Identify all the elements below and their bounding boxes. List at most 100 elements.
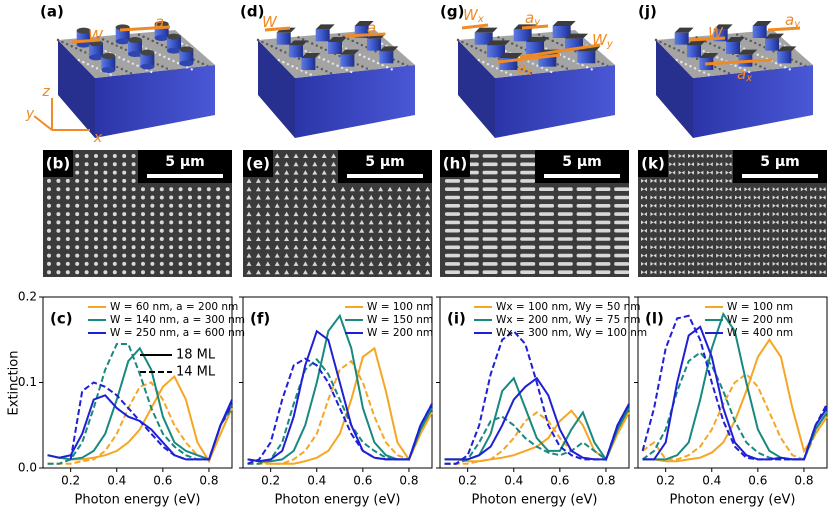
particle (340, 186, 346, 192)
particle (763, 261, 767, 266)
particle (378, 261, 384, 266)
particle (274, 228, 280, 233)
particle (700, 253, 704, 258)
pillar-top (140, 49, 155, 56)
slab-left (458, 40, 495, 138)
texture (529, 72, 533, 75)
particle (425, 195, 431, 200)
particle (396, 269, 402, 275)
particle (539, 253, 554, 258)
annotation-text: a (525, 9, 534, 27)
scale-bar (147, 174, 223, 178)
particle (141, 220, 145, 225)
particle (501, 170, 517, 175)
texture (95, 67, 99, 70)
texture (401, 62, 405, 66)
particle (650, 187, 654, 192)
texture (484, 51, 487, 54)
panel-label: (f) (250, 310, 270, 328)
y-tick-label: 0.1 (18, 375, 37, 389)
spectrum-18ml (47, 394, 233, 461)
particle (415, 211, 421, 217)
particle (378, 228, 384, 233)
particle (681, 220, 685, 225)
particle (800, 228, 804, 233)
particle (206, 270, 211, 275)
particle (614, 262, 630, 266)
particle (644, 245, 647, 250)
particle (265, 228, 271, 233)
particle (520, 220, 536, 225)
particle (94, 245, 98, 250)
particle (501, 262, 517, 266)
dimension-line (344, 32, 386, 38)
particle (822, 203, 826, 208)
particle (738, 228, 741, 233)
particle (150, 245, 155, 250)
particle (659, 178, 663, 183)
particle (641, 245, 644, 250)
particle (284, 269, 290, 275)
particle (706, 162, 710, 167)
texture (374, 50, 377, 53)
particle (557, 253, 573, 258)
particle (284, 153, 290, 158)
particle (216, 195, 221, 200)
particle (321, 161, 327, 167)
texture (84, 51, 87, 54)
particle (557, 187, 573, 191)
particle (738, 261, 741, 266)
particle (697, 195, 701, 200)
texture (585, 66, 589, 69)
particle (56, 178, 61, 183)
texture (735, 33, 739, 36)
particle (150, 203, 155, 208)
annotation-text: W (708, 24, 724, 42)
particle (782, 203, 785, 208)
particle (216, 228, 221, 233)
texture (601, 62, 605, 66)
y-axis-title: Extinction (7, 351, 22, 416)
particle (520, 245, 536, 250)
particle (501, 162, 517, 167)
particle (744, 212, 748, 217)
particle (150, 237, 155, 241)
particle (169, 212, 174, 217)
particle (681, 162, 685, 167)
particle (159, 203, 164, 208)
particle (669, 154, 673, 158)
dimension-line (71, 38, 101, 44)
texture (154, 51, 157, 54)
particle (103, 228, 108, 233)
particle (159, 212, 164, 217)
particle (188, 187, 192, 192)
texture (129, 72, 133, 75)
annotation: a (155, 13, 164, 31)
particle (706, 228, 710, 233)
texture (718, 46, 721, 49)
texture (774, 61, 778, 65)
particle (246, 219, 252, 225)
particle (672, 220, 676, 225)
particle (396, 236, 402, 241)
particle (659, 212, 663, 217)
texture (318, 56, 321, 59)
particle (822, 212, 826, 217)
texture (351, 39, 354, 43)
particle (103, 245, 108, 250)
particle (728, 261, 732, 266)
particle (206, 237, 211, 241)
particle (775, 228, 779, 233)
particle (340, 253, 346, 258)
particle (672, 203, 676, 208)
particle (791, 270, 795, 275)
particle (368, 195, 374, 200)
particle (791, 245, 795, 250)
texture (301, 38, 305, 41)
x-tick-label: 0.8 (596, 474, 615, 488)
texture (574, 50, 577, 53)
particle (641, 237, 644, 241)
particle (284, 195, 290, 200)
particle (188, 212, 192, 217)
block (474, 32, 493, 45)
